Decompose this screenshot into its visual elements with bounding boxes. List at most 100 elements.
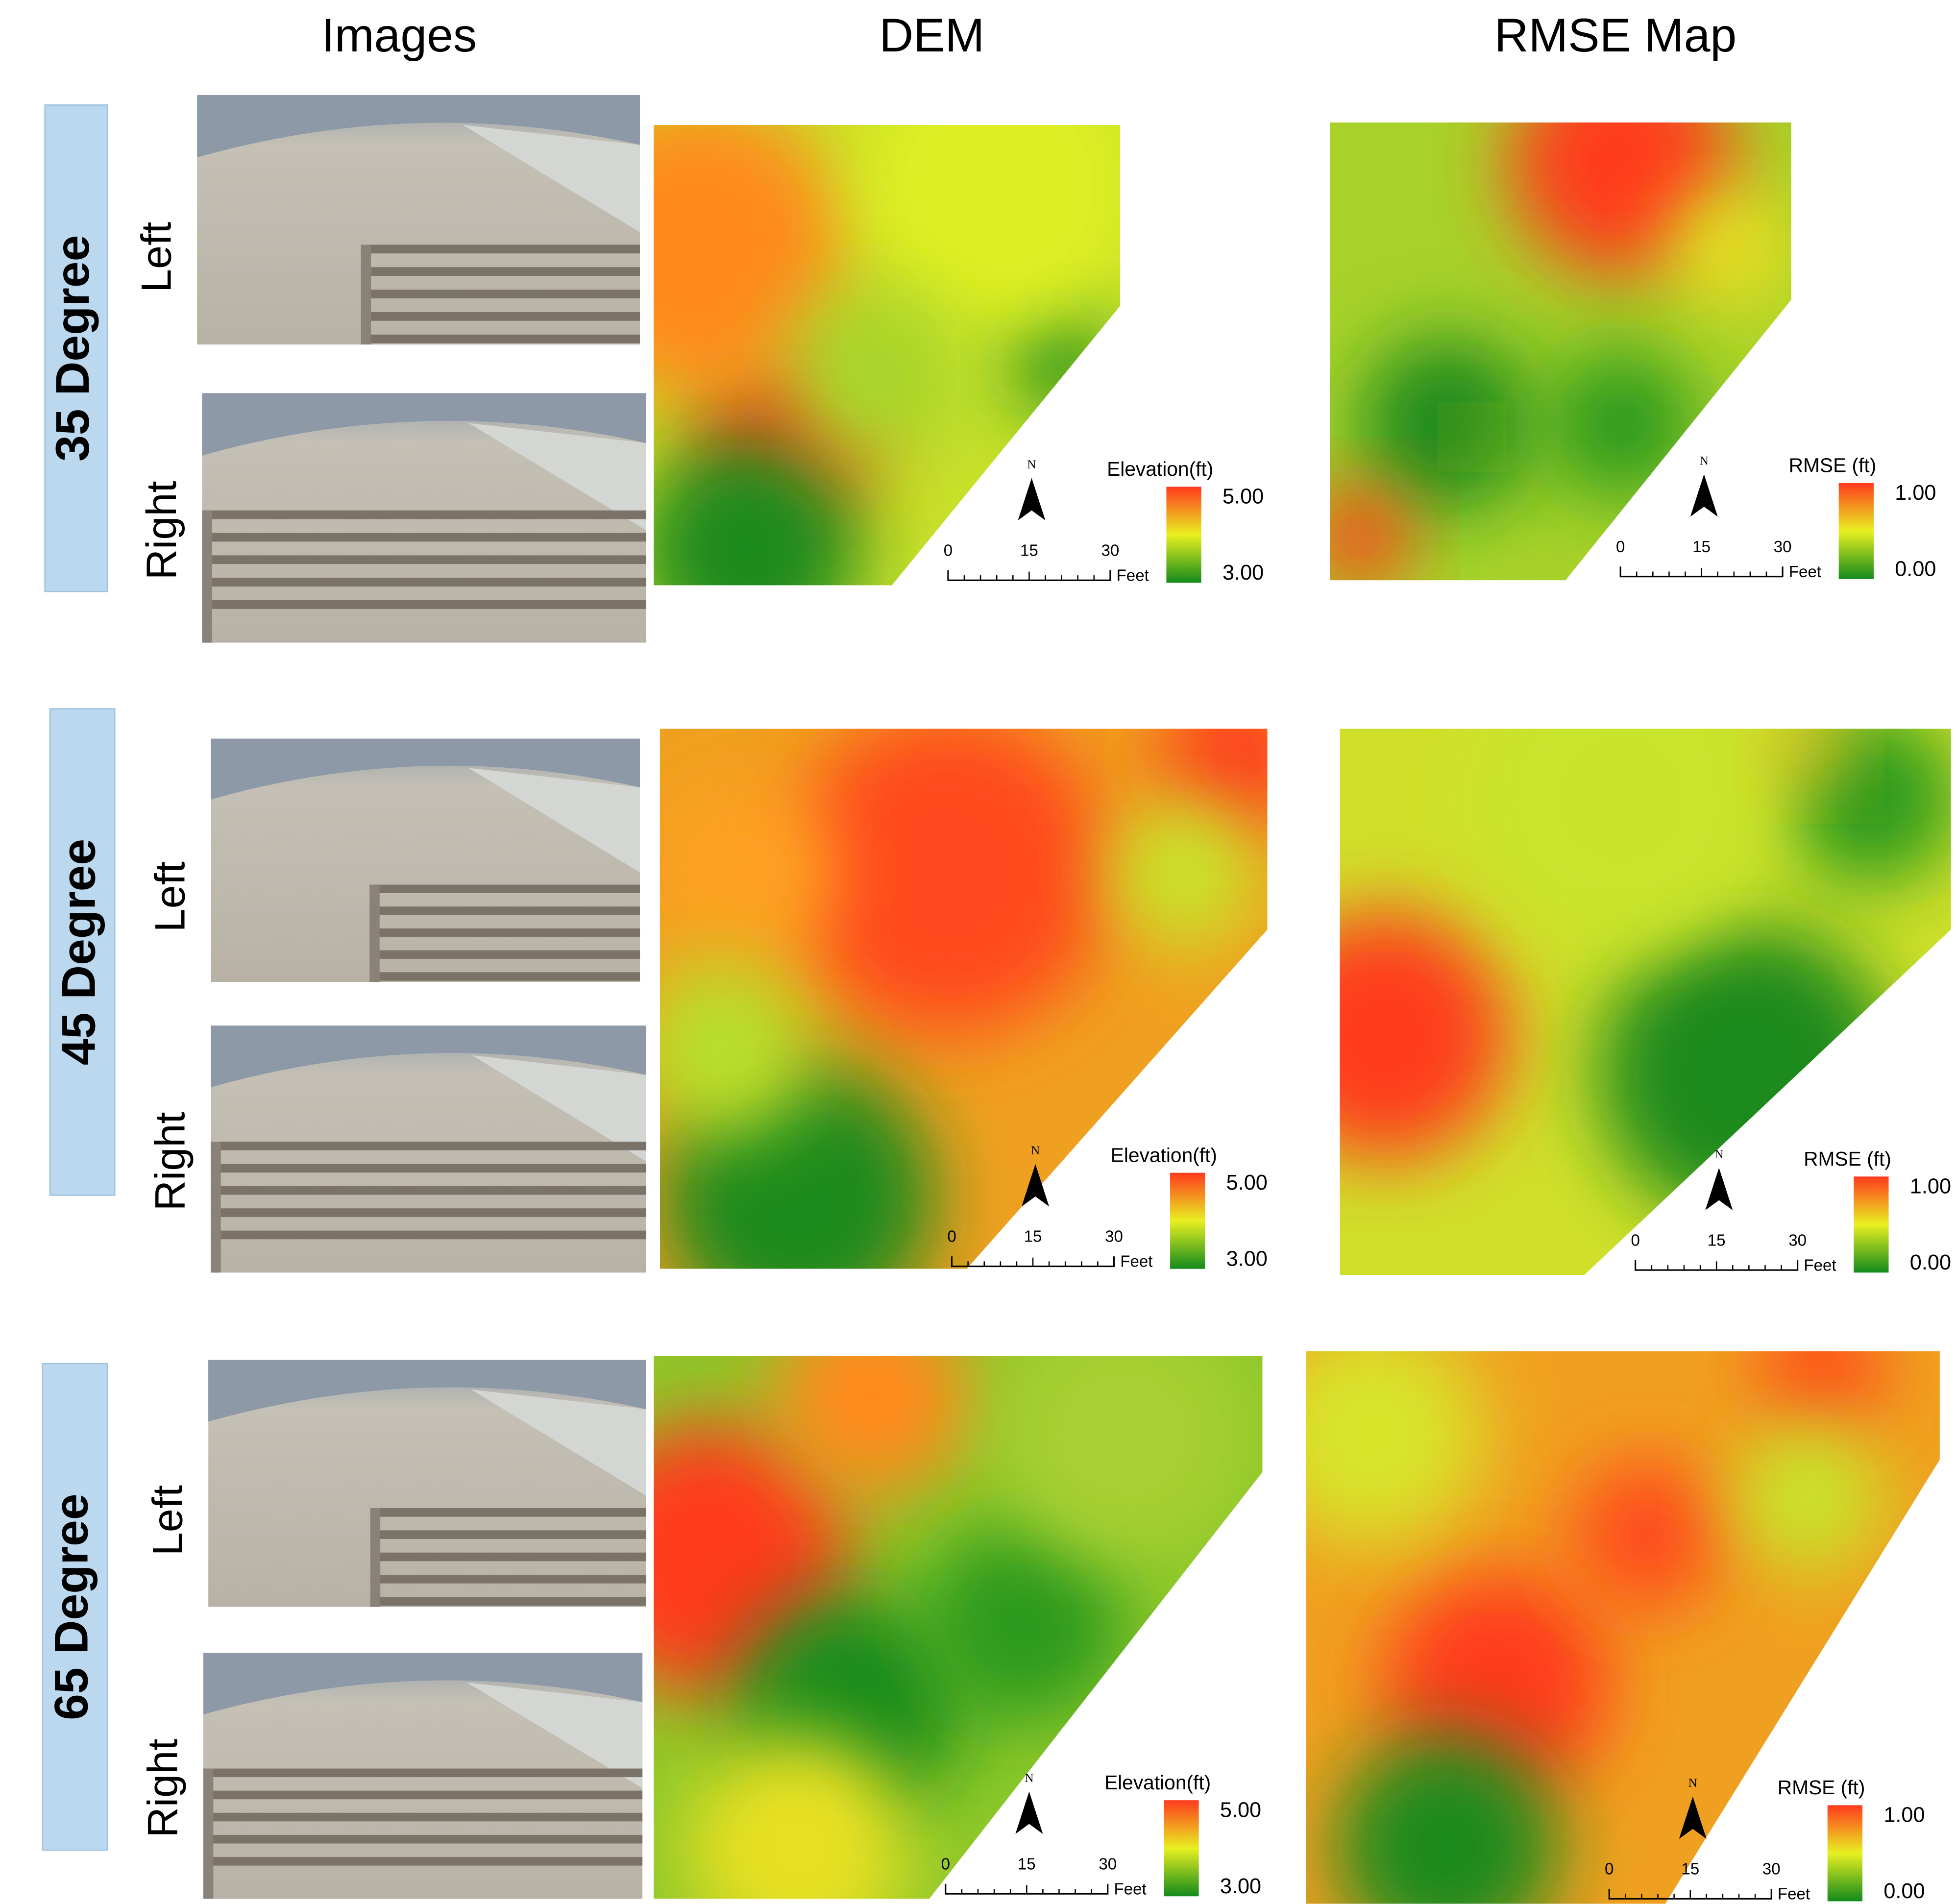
camera-label: Right (138, 481, 185, 580)
fence-rail (361, 290, 640, 298)
fence-rail (361, 312, 640, 321)
fence-rail (202, 511, 646, 519)
raster-map (1310, 50, 1796, 586)
scale-label: 15 (1020, 541, 1038, 560)
map-region (1110, 799, 1260, 949)
map-region (1759, 1310, 1884, 1435)
camera-label: Left (133, 222, 180, 293)
legend-low: 3.00 (1222, 561, 1264, 585)
fence-post (211, 1142, 220, 1272)
legend-high: 5.00 (1222, 485, 1264, 509)
north-arrow (1018, 478, 1045, 521)
legend-title: RMSE (ft) (1804, 1147, 1891, 1170)
map-region (998, 1310, 1247, 1560)
scale-label: 15 (1708, 1231, 1726, 1249)
fence-rail (370, 1508, 646, 1517)
fence-post (370, 1508, 380, 1607)
map-region (1260, 911, 1509, 1160)
camera-image (202, 393, 646, 642)
legend-low: 0.00 (1895, 557, 1936, 581)
camera-label: Left (145, 1485, 192, 1556)
color-bar (1828, 1805, 1862, 1901)
scale-unit: Feet (1120, 1253, 1152, 1271)
camera-image (197, 95, 640, 344)
map-region (1547, 349, 1697, 499)
map-region (1597, 923, 1896, 1222)
row-label: 35 Degree (46, 235, 99, 462)
map-region (1472, 649, 1771, 948)
scale-label: 15 (1018, 1855, 1036, 1873)
fence-rail (203, 1835, 642, 1844)
map-region (1455, 419, 1490, 454)
map-region (1360, 337, 1534, 512)
legend-title: RMSE (ft) (1789, 454, 1877, 476)
scale-label: 0 (1605, 1860, 1614, 1879)
scale-label: 15 (1692, 538, 1711, 556)
map-region (1672, 187, 1797, 312)
camera-label: Left (147, 861, 194, 932)
fence-rail (211, 1142, 646, 1150)
legend-title: Elevation(ft) (1107, 458, 1213, 480)
page: Images DEM RMSE Map 35 DegreeLeftRightN0… (0, 0, 1956, 1904)
scale-unit: Feet (1804, 1256, 1836, 1274)
north-arrow (1015, 1791, 1043, 1834)
scale-label: 0 (947, 1228, 956, 1246)
fence-rail (202, 533, 646, 542)
row-label: 45 Degree (52, 839, 105, 1065)
color-bar (1854, 1176, 1888, 1272)
fence-rail (361, 244, 640, 253)
camera-image (203, 1653, 642, 1899)
scale-label: 30 (1101, 541, 1119, 560)
scale-unit: Feet (1789, 563, 1821, 581)
scale-label: 30 (1774, 538, 1792, 556)
north-label: N (1688, 1776, 1697, 1790)
north-label: N (1714, 1147, 1723, 1161)
fence-rail (370, 1597, 646, 1606)
legend-high: 5.00 (1226, 1171, 1268, 1195)
legend-low: 0.00 (1883, 1880, 1925, 1903)
scale-label: 0 (1616, 538, 1625, 556)
fence-rail (370, 1575, 646, 1584)
map-region (661, 786, 835, 960)
map-region (636, 437, 860, 661)
fence-rail (211, 1186, 646, 1195)
scale-label: 30 (1105, 1228, 1123, 1246)
scale-label: 30 (1099, 1855, 1117, 1873)
raster-map (574, 1297, 1262, 1904)
north-label: N (1700, 453, 1709, 467)
map-region (773, 1297, 973, 1497)
legend-high: 1.00 (1910, 1175, 1951, 1198)
legend-high: 5.00 (1220, 1799, 1261, 1822)
column-header: DEM (879, 8, 984, 62)
scale-label: 15 (1024, 1228, 1042, 1246)
legend-low: 0.00 (1910, 1251, 1951, 1274)
north-label: N (1025, 1771, 1033, 1785)
legend-title: Elevation(ft) (1104, 1771, 1211, 1794)
scale-label: 0 (941, 1855, 950, 1873)
camera-label: Right (139, 1739, 186, 1838)
north-arrow (1690, 474, 1718, 517)
map-region (786, 287, 960, 462)
figure: Images DEM RMSE Map 35 DegreeLeftRightN0… (0, 0, 1956, 1904)
color-bar (1166, 487, 1201, 583)
legend-title: Elevation(ft) (1111, 1144, 1217, 1166)
scale-unit: Feet (1778, 1885, 1810, 1903)
scale-unit: Feet (1117, 566, 1149, 585)
legend-title: RMSE (ft) (1778, 1776, 1865, 1799)
row-label: 65 Degree (44, 1493, 98, 1720)
fence-rail (211, 1208, 646, 1217)
legend-high: 1.00 (1883, 1804, 1925, 1827)
north-label: N (1031, 1143, 1040, 1157)
camera-label: Right (147, 1112, 194, 1211)
map-region (1734, 1422, 1884, 1572)
fence-rail (369, 885, 640, 893)
map-region (1010, 312, 1110, 412)
fence-rail (369, 906, 640, 915)
north-label: N (1027, 457, 1036, 471)
fence-post (203, 1769, 213, 1899)
fence-rail (369, 928, 640, 937)
fence-rail (203, 1857, 642, 1866)
fence-rail (203, 1813, 642, 1822)
map-region (1771, 711, 1846, 786)
fence-rail (203, 1791, 642, 1800)
